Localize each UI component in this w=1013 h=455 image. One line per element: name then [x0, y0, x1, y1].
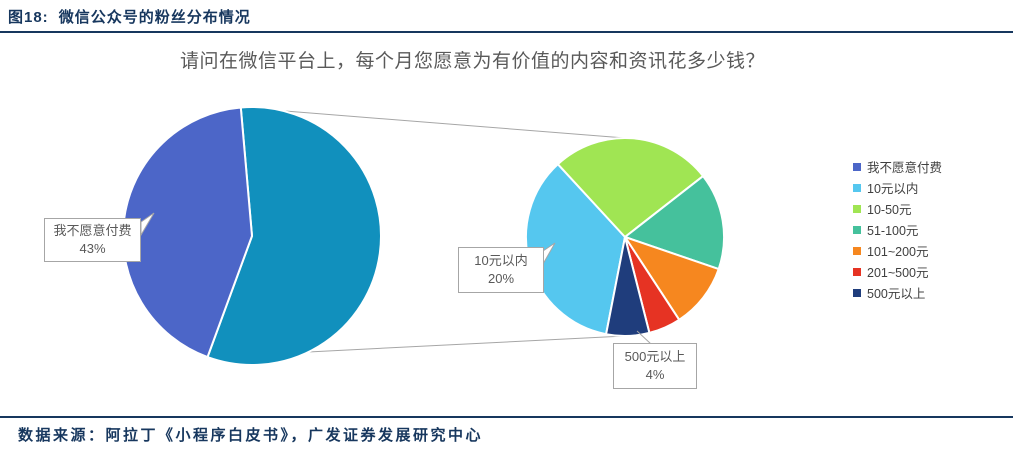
- legend-label: 51-100元: [867, 224, 919, 238]
- legend-item: 51-100元: [853, 219, 942, 240]
- header-divider: [0, 31, 1013, 33]
- callout-label: 10元以内: [474, 253, 528, 268]
- callout-value: 4%: [645, 367, 665, 382]
- data-source: 数据来源：阿拉丁《小程序白皮书》，广发证券发展研究中心: [18, 428, 484, 444]
- legend-label: 10元以内: [867, 182, 919, 196]
- figure-title: 微信公众号的粉丝分布情况: [58, 9, 251, 26]
- figure-header: 图18: 微信公众号的粉丝分布情况: [8, 6, 251, 27]
- legend-swatch-icon: [853, 204, 861, 213]
- callout-wont-pay: 我不愿意付费 43%: [44, 218, 141, 262]
- chart-title: 请问在微信平台上，每个月您愿意为有价值的内容和资讯花多少钱？: [179, 51, 765, 72]
- legend-label: 我不愿意付费: [867, 161, 943, 175]
- legend-item: 500元以上: [853, 282, 942, 303]
- legend-label: 201~500元: [867, 266, 929, 280]
- callout-label: 500元以上: [624, 349, 686, 364]
- legend-item: 10-50元: [853, 198, 942, 219]
- legend-swatch-icon: [853, 288, 861, 297]
- legend-item: 我不愿意付费: [853, 156, 942, 177]
- legend-swatch-icon: [853, 267, 861, 276]
- callout-under-10: 10元以内 20%: [458, 247, 544, 293]
- legend-item: 101~200元: [853, 240, 942, 261]
- legend-label: 10-50元: [867, 203, 912, 217]
- legend-item: 10元以内: [853, 177, 942, 198]
- legend-swatch-icon: [853, 225, 861, 234]
- legend-item: 201~500元: [853, 261, 942, 282]
- legend-label: 101~200元: [867, 245, 929, 259]
- legend-swatch-icon: [853, 162, 861, 171]
- footer-divider: [0, 416, 1013, 418]
- callout-value: 20%: [487, 271, 515, 286]
- figure-number: 图18:: [8, 9, 49, 26]
- legend-swatch-icon: [853, 183, 861, 192]
- legend-swatch-icon: [853, 246, 861, 255]
- legend-label: 500元以上: [867, 287, 926, 301]
- chart-legend: 我不愿意付费 10元以内 10-50元 51-100元 101~200元 201…: [853, 156, 942, 303]
- callout-label: 我不愿意付费: [53, 223, 132, 238]
- callout-over-500: 500元以上 4%: [613, 343, 697, 389]
- callout-value: 43%: [79, 241, 106, 256]
